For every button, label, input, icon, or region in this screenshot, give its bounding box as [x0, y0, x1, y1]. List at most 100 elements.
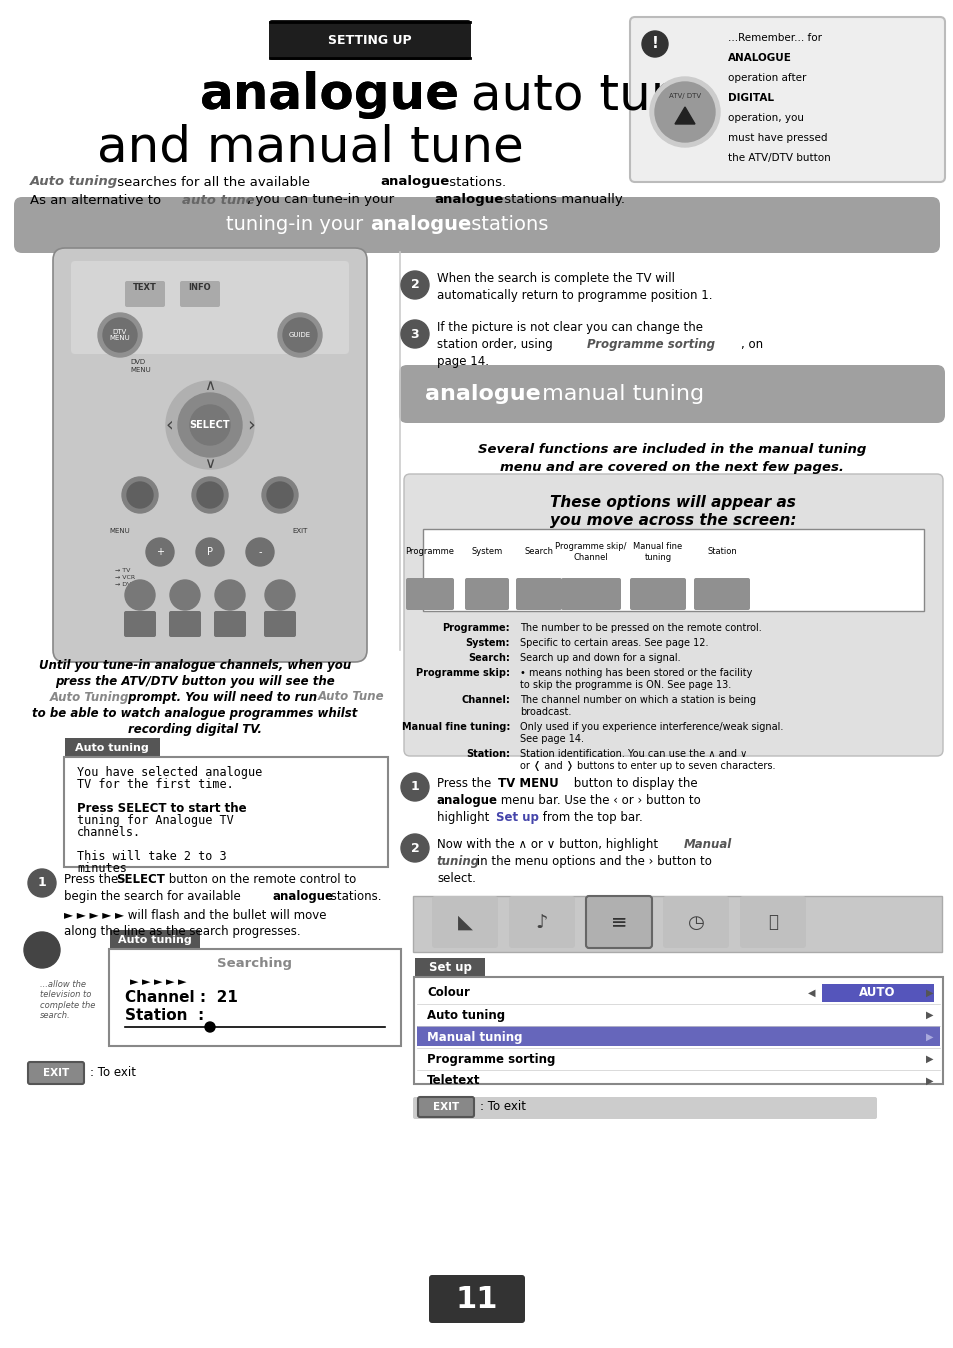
Text: Search up and down for a signal.: Search up and down for a signal. [519, 652, 679, 663]
Text: These options will appear as: These options will appear as [550, 495, 795, 510]
Text: The channel number on which a station is being
broadcast.: The channel number on which a station is… [519, 696, 755, 717]
Text: ATV/ DTV: ATV/ DTV [668, 93, 700, 98]
FancyBboxPatch shape [213, 611, 246, 638]
Text: channels.: channels. [77, 826, 141, 838]
Text: This will take 2 to 3: This will take 2 to 3 [77, 851, 227, 863]
Text: Now with the ∧ or ∨ button, highlight: Now with the ∧ or ∨ button, highlight [436, 838, 661, 851]
Text: station order, using: station order, using [436, 338, 556, 350]
Text: Programme: Programme [405, 547, 454, 557]
FancyBboxPatch shape [415, 958, 484, 979]
Text: Station:: Station: [465, 749, 510, 759]
Text: the ATV/DTV button: the ATV/DTV button [727, 154, 830, 163]
Text: : To exit: : To exit [90, 1066, 136, 1080]
Text: Searching: Searching [217, 957, 293, 971]
Text: , you can tune-in your: , you can tune-in your [247, 194, 398, 206]
Circle shape [125, 580, 154, 611]
Text: from the top bar.: from the top bar. [538, 811, 642, 824]
Text: tuning-in your: tuning-in your [226, 216, 370, 235]
FancyBboxPatch shape [403, 474, 942, 756]
FancyBboxPatch shape [109, 949, 400, 1046]
Circle shape [170, 580, 200, 611]
FancyBboxPatch shape [464, 578, 509, 611]
Text: Press the: Press the [64, 874, 122, 886]
Circle shape [265, 580, 294, 611]
FancyBboxPatch shape [125, 280, 165, 307]
Text: EXIT: EXIT [43, 1068, 69, 1078]
FancyBboxPatch shape [662, 896, 728, 948]
FancyBboxPatch shape [429, 1275, 524, 1322]
Text: Specific to certain areas. See page 12.: Specific to certain areas. See page 12. [519, 638, 708, 648]
Text: The number to be pressed on the remote control.: The number to be pressed on the remote c… [519, 623, 760, 634]
Text: Station  :: Station : [125, 1007, 204, 1023]
Circle shape [641, 31, 667, 57]
Circle shape [283, 318, 316, 352]
Text: Programme sorting: Programme sorting [586, 338, 714, 350]
Text: EXIT: EXIT [433, 1103, 458, 1112]
Text: : To exit: : To exit [479, 1100, 525, 1113]
FancyBboxPatch shape [406, 578, 454, 611]
FancyBboxPatch shape [509, 896, 575, 948]
Text: stations manually.: stations manually. [499, 194, 624, 206]
Text: Auto tuning: Auto tuning [30, 175, 118, 189]
Text: analogue: analogue [424, 384, 540, 404]
Circle shape [214, 580, 245, 611]
Circle shape [246, 538, 274, 566]
FancyBboxPatch shape [264, 611, 295, 638]
Circle shape [400, 772, 429, 801]
Text: tuning for Analogue TV: tuning for Analogue TV [77, 814, 233, 828]
Text: ≡: ≡ [610, 913, 626, 931]
Circle shape [192, 477, 228, 514]
FancyBboxPatch shape [64, 758, 388, 867]
Circle shape [166, 381, 253, 469]
Circle shape [103, 318, 137, 352]
Text: ► ► ► ► ►: ► ► ► ► ► [130, 977, 186, 987]
Text: tuning: tuning [436, 855, 479, 868]
Text: select.: select. [436, 872, 476, 886]
Text: ◀: ◀ [807, 988, 815, 998]
Text: → TV
→ VCR
→ DVD: → TV → VCR → DVD [115, 568, 136, 586]
Text: 3: 3 [410, 328, 419, 341]
FancyBboxPatch shape [585, 896, 651, 948]
Text: Several functions are included in the manual tuning: Several functions are included in the ma… [477, 443, 865, 457]
FancyBboxPatch shape [53, 248, 367, 662]
Text: button to display the: button to display the [569, 776, 697, 790]
Text: Manual: Manual [683, 838, 732, 851]
Text: If the picture is not clear you can change the: If the picture is not clear you can chan… [436, 321, 702, 334]
FancyBboxPatch shape [432, 896, 497, 948]
Text: -: - [258, 547, 261, 557]
Text: press the ATV/DTV button you will see the: press the ATV/DTV button you will see th… [55, 674, 335, 687]
Text: 1: 1 [410, 780, 419, 794]
Circle shape [24, 931, 60, 968]
Text: Station identification. You can use the ∧ and ∨
or ❬ and ❭ buttons to enter up t: Station identification. You can use the … [519, 749, 775, 771]
FancyBboxPatch shape [413, 896, 941, 952]
Circle shape [262, 477, 297, 514]
Text: 🔈: 🔈 [767, 913, 778, 931]
Text: manual tuning: manual tuning [535, 384, 703, 404]
Text: ▶: ▶ [925, 1033, 933, 1042]
FancyBboxPatch shape [693, 578, 749, 611]
Text: Auto tuning: Auto tuning [427, 1008, 504, 1022]
FancyBboxPatch shape [585, 896, 651, 948]
Text: button on the remote control to: button on the remote control to [165, 874, 355, 886]
Text: TV MENU: TV MENU [497, 776, 558, 790]
FancyBboxPatch shape [560, 578, 620, 611]
Polygon shape [675, 106, 695, 124]
Text: System:: System: [465, 638, 510, 648]
Text: minutes: minutes [77, 861, 127, 875]
Text: analogue: analogue [273, 890, 334, 903]
Text: searches for all the available: searches for all the available [112, 175, 314, 189]
Circle shape [267, 483, 293, 508]
Text: DIGITAL: DIGITAL [727, 93, 773, 102]
Text: stations: stations [464, 216, 548, 235]
Text: ▶: ▶ [925, 1054, 933, 1064]
Circle shape [649, 77, 720, 147]
FancyBboxPatch shape [413, 1097, 876, 1119]
Text: When the search is complete the TV will: When the search is complete the TV will [436, 272, 675, 284]
Text: EXIT: EXIT [292, 528, 308, 534]
Text: ► ► ► ► ► will flash and the bullet will move: ► ► ► ► ► will flash and the bullet will… [64, 909, 326, 922]
Text: You have selected analogue: You have selected analogue [77, 766, 262, 779]
Circle shape [122, 477, 158, 514]
Text: Search:: Search: [468, 652, 510, 663]
FancyBboxPatch shape [398, 365, 944, 423]
Text: P: P [207, 547, 213, 557]
